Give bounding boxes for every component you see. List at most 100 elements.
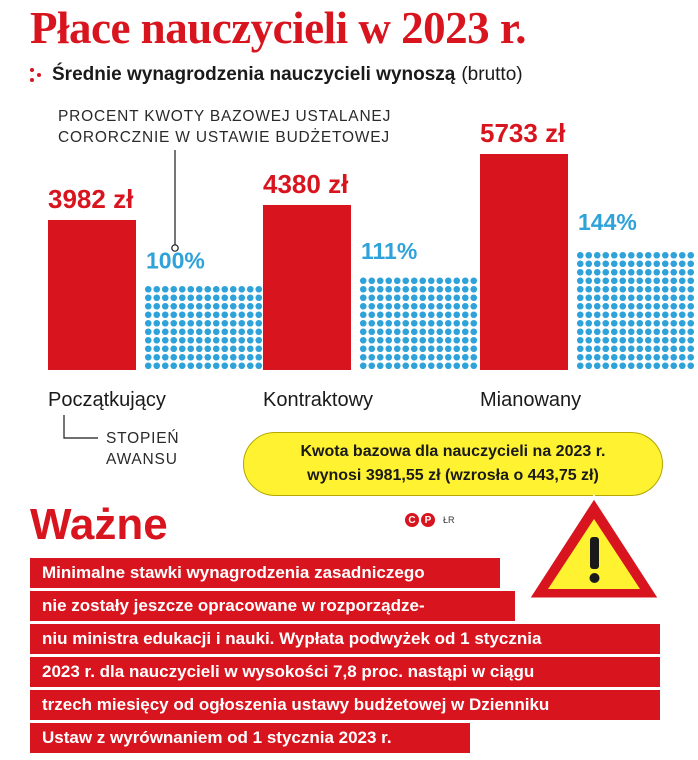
percent-dot <box>653 328 661 336</box>
percent-dot <box>619 268 627 276</box>
percent-dot <box>221 345 229 353</box>
percent-dot <box>359 302 367 310</box>
percent-dot <box>644 302 652 310</box>
percent-dot <box>229 328 237 336</box>
percent-dot <box>585 260 593 268</box>
percent-dot <box>653 311 661 319</box>
percent-dot <box>687 328 695 336</box>
percent-dot <box>636 345 644 353</box>
percent-dot <box>470 328 478 336</box>
percent-dot <box>602 285 610 293</box>
salary-bar <box>263 204 351 370</box>
percent-dot <box>619 311 627 319</box>
percent-dot <box>221 336 229 344</box>
percent-dot <box>627 285 635 293</box>
percent-dot <box>636 362 644 370</box>
percent-dot <box>419 362 427 370</box>
percent-dot <box>376 294 384 302</box>
notice-line: Ustaw z wyrównaniem od 1 stycznia 2023 r… <box>30 723 470 753</box>
percent-dot <box>402 311 410 319</box>
percent-dot <box>436 336 444 344</box>
percent-dot <box>636 353 644 361</box>
percent-label: 111% <box>361 238 417 264</box>
percent-dot <box>644 328 652 336</box>
percent-dot <box>161 294 169 302</box>
percent-dot <box>195 302 203 310</box>
percent-dot <box>687 336 695 344</box>
percent-dot <box>576 260 584 268</box>
percent-dot <box>402 345 410 353</box>
percent-dot <box>619 294 627 302</box>
percent-dot <box>444 294 452 302</box>
percent-dot <box>661 328 669 336</box>
percent-dot <box>178 311 186 319</box>
percent-dot <box>678 260 686 268</box>
percent-dot <box>670 345 678 353</box>
percent-dot <box>470 311 478 319</box>
percent-dot <box>602 260 610 268</box>
percent-dot <box>427 345 435 353</box>
percent-dot <box>670 285 678 293</box>
percent-dot <box>636 268 644 276</box>
percent-dot <box>212 345 220 353</box>
percent-dot <box>195 336 203 344</box>
percent-dot <box>593 362 601 370</box>
percent-dot <box>453 336 461 344</box>
percent-dot <box>453 345 461 353</box>
percent-dot <box>144 285 152 293</box>
percent-dot <box>644 362 652 370</box>
percent-dot <box>678 311 686 319</box>
percent-dot <box>376 362 384 370</box>
percent-dot <box>229 302 237 310</box>
percent-dot <box>393 336 401 344</box>
percent-dot <box>619 345 627 353</box>
percent-dot <box>619 362 627 370</box>
percent-dot <box>410 362 418 370</box>
percent-dot <box>653 319 661 327</box>
percent-dot <box>444 302 452 310</box>
percent-dot <box>687 311 695 319</box>
category-label: Mianowany <box>480 389 581 411</box>
percent-dot <box>619 302 627 310</box>
percent-dot <box>368 319 376 327</box>
percent-dot <box>238 336 246 344</box>
percent-dot <box>678 285 686 293</box>
percent-dot <box>368 353 376 361</box>
percent-dot <box>170 311 178 319</box>
percent-dot <box>153 311 161 319</box>
percent-dot <box>178 302 186 310</box>
percent-dot <box>427 336 435 344</box>
percent-dot <box>670 311 678 319</box>
percent-dot <box>461 362 469 370</box>
percent-dot <box>593 302 601 310</box>
percent-dot <box>204 345 212 353</box>
percent-dot <box>402 302 410 310</box>
percent-dot <box>178 336 186 344</box>
percent-dot <box>153 294 161 302</box>
percent-dot <box>170 353 178 361</box>
percent-dot <box>636 277 644 285</box>
percent-dot <box>385 336 393 344</box>
percent-dot <box>393 328 401 336</box>
percent-dot <box>444 319 452 327</box>
percent-dot <box>368 336 376 344</box>
percent-dot <box>576 277 584 285</box>
percent-dot <box>627 345 635 353</box>
percent-dot <box>687 260 695 268</box>
percent-dot <box>627 311 635 319</box>
percent-dot <box>461 285 469 293</box>
percent-dot <box>619 285 627 293</box>
percent-dot <box>576 362 584 370</box>
percent-dot <box>246 319 254 327</box>
percent-dot <box>229 285 237 293</box>
percent-dot <box>238 285 246 293</box>
percent-dot <box>470 336 478 344</box>
percent-dot <box>221 294 229 302</box>
percent-dot <box>653 302 661 310</box>
percent-dot <box>427 285 435 293</box>
percent-dot <box>419 311 427 319</box>
percent-dot <box>246 353 254 361</box>
percent-dot <box>602 362 610 370</box>
percent-dot <box>653 260 661 268</box>
warning-sign-icon <box>525 494 663 601</box>
